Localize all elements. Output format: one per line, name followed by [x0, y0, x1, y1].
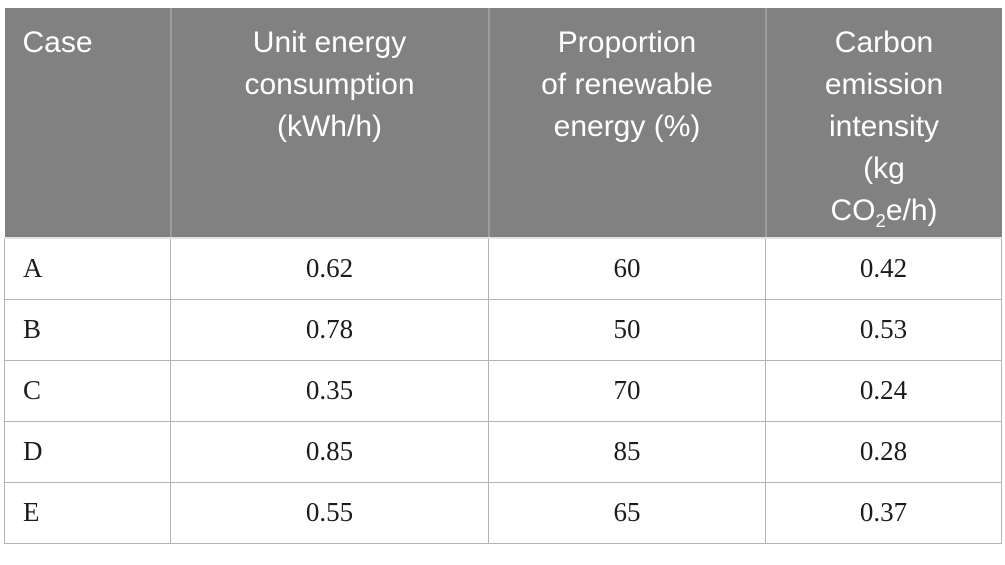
case-cell: D — [4, 420, 171, 483]
unit-energy-cell: 0.62 — [170, 238, 489, 300]
case-cell: B — [4, 298, 171, 361]
unit-energy-cell: 0.78 — [170, 298, 489, 361]
unit-energy-cell: 0.35 — [170, 359, 489, 422]
carbon-cell: 0.28 — [765, 420, 1002, 483]
case-cell: A — [4, 238, 171, 300]
carbon-cell: 0.42 — [765, 238, 1002, 300]
header-carbon-intensity-prefix: Carbon emission intensity (kg CO — [824, 26, 944, 227]
renewable-cell: 50 — [488, 298, 766, 361]
carbon-cell: 0.53 — [765, 298, 1002, 361]
header-case: Case — [4, 8, 172, 239]
renewable-cell: 70 — [488, 359, 766, 422]
table-row-a: A 0.62 60 0.42 — [4, 238, 1002, 300]
header-row: Case Unit energy consumption (kWh/h) Pro… — [4, 8, 1002, 239]
co2-subscript: 2 — [875, 210, 886, 231]
renewable-cell: 65 — [488, 481, 766, 544]
table-row-c: C 0.35 70 0.24 — [4, 359, 1002, 422]
header-unit-energy-consumption: Unit energy consumption (kWh/h) — [169, 8, 490, 239]
table-row-d: D 0.85 85 0.28 — [4, 420, 1002, 483]
case-cell: E — [4, 481, 171, 544]
case-cell: C — [4, 359, 171, 422]
renewable-cell: 60 — [488, 238, 766, 300]
renewable-cell: 85 — [488, 420, 766, 483]
table-body: A 0.62 60 0.42 B 0.78 50 0.53 C 0.35 70 … — [4, 238, 1002, 544]
header-renewable-proportion: Proportion of renewable energy (%) — [487, 8, 767, 239]
carbon-cell: 0.24 — [765, 359, 1002, 422]
table-row-b: B 0.78 50 0.53 — [4, 298, 1002, 361]
paper-table-container: Case Unit energy consumption (kWh/h) Pro… — [4, 8, 1002, 544]
carbon-cell: 0.37 — [765, 481, 1002, 544]
header-carbon-intensity-suffix: e/h) — [885, 194, 938, 227]
table-row-e: E 0.55 65 0.37 — [4, 481, 1002, 544]
unit-energy-cell: 0.85 — [170, 420, 489, 483]
case-comparison-table: Case Unit energy consumption (kWh/h) Pro… — [4, 8, 1002, 544]
table-header: Case Unit energy consumption (kWh/h) Pro… — [4, 8, 1002, 239]
unit-energy-cell: 0.55 — [170, 481, 489, 544]
header-carbon-intensity: Carbon emission intensity (kg CO2e/h) — [764, 8, 1002, 239]
